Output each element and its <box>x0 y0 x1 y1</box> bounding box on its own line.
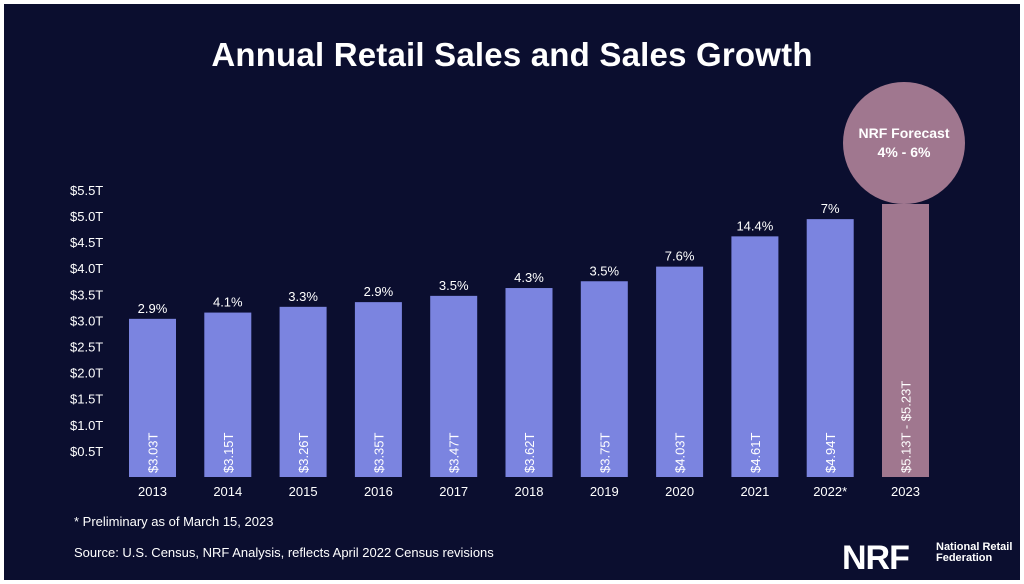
bar <box>731 236 779 477</box>
y-tick-label: $4.0T <box>70 261 103 276</box>
logo-name: National Retail Federation <box>936 541 1013 564</box>
growth-label: 2.9% <box>364 284 394 299</box>
bar <box>354 302 402 477</box>
y-tick-label: $1.5T <box>70 392 103 407</box>
chart-frame: Annual Retail Sales and Sales Growth $0.… <box>4 4 1020 580</box>
value-label: $4.61T <box>748 432 763 473</box>
y-tick-label: $4.5T <box>70 235 103 250</box>
value-label: $3.26T <box>296 432 311 473</box>
y-tick-label: $2.5T <box>70 340 103 355</box>
x-tick-label: 2018 <box>515 484 544 499</box>
forecast-title: NRF Forecast <box>858 125 950 141</box>
x-tick-label: 2014 <box>213 484 242 499</box>
x-tick-label: 2013 <box>138 484 167 499</box>
growth-label: 4.3% <box>514 270 544 285</box>
source-note: Source: U.S. Census, NRF Analysis, refle… <box>74 545 494 560</box>
forecast-range: 4% - 6% <box>877 144 931 160</box>
x-tick-label: 2015 <box>289 484 318 499</box>
bar <box>279 306 327 477</box>
bar <box>129 318 176 477</box>
growth-label: 3.3% <box>288 289 318 304</box>
value-label: $3.03T <box>146 432 161 473</box>
value-label: $5.13T - $5.23T <box>899 381 914 473</box>
x-tick-label: 2021 <box>740 484 769 499</box>
value-label: $4.03T <box>673 432 688 473</box>
chart-title: Annual Retail Sales and Sales Growth <box>211 36 813 73</box>
x-tick-label: 2020 <box>665 484 694 499</box>
nrf-forecast-badge: NRF Forecast 4% - 6% <box>843 82 965 204</box>
footnote: * Preliminary as of March 15, 2023 <box>74 514 274 529</box>
value-label: $3.47T <box>447 432 462 473</box>
y-tick-label: $5.5T <box>70 183 103 198</box>
x-tick-label: 2022* <box>813 484 847 499</box>
growth-label: 7% <box>821 201 840 216</box>
y-tick-label: $5.0T <box>70 209 103 224</box>
growth-label: 7.6% <box>665 249 695 264</box>
y-tick-label: $1.0T <box>70 418 103 433</box>
bar <box>505 288 553 477</box>
y-tick-label: $0.5T <box>70 444 103 459</box>
x-tick-label: 2019 <box>590 484 619 499</box>
x-tick-label: 2023 <box>891 484 920 499</box>
logo-mark: NRF <box>842 539 910 577</box>
bar <box>430 295 478 477</box>
bar <box>656 266 704 477</box>
growth-label: 3.5% <box>439 278 469 293</box>
value-label: $3.15T <box>221 432 236 473</box>
bar <box>806 219 854 477</box>
value-label: $3.35T <box>371 432 386 473</box>
value-label: $4.94T <box>823 432 838 473</box>
bar <box>204 312 252 477</box>
bar-chart: $0.5T $1.0T $1.5T $2.0T $2.5T $3.0T $3.5T $4.0T… <box>70 183 929 499</box>
x-tick-label: 2017 <box>439 484 468 499</box>
forecast-bar <box>882 203 929 477</box>
growth-label: 14.4% <box>736 218 773 233</box>
growth-label: 2.9% <box>138 301 168 316</box>
x-tick-label: 2016 <box>364 484 393 499</box>
growth-label: 3.5% <box>589 263 619 278</box>
y-tick-label: $3.5T <box>70 287 103 302</box>
bar <box>580 281 628 477</box>
value-label: $3.75T <box>597 432 612 473</box>
y-tick-label: $2.0T <box>70 366 103 381</box>
value-label: $3.62T <box>522 432 537 473</box>
y-tick-label: $3.0T <box>70 313 103 328</box>
growth-label: 4.1% <box>213 295 243 310</box>
